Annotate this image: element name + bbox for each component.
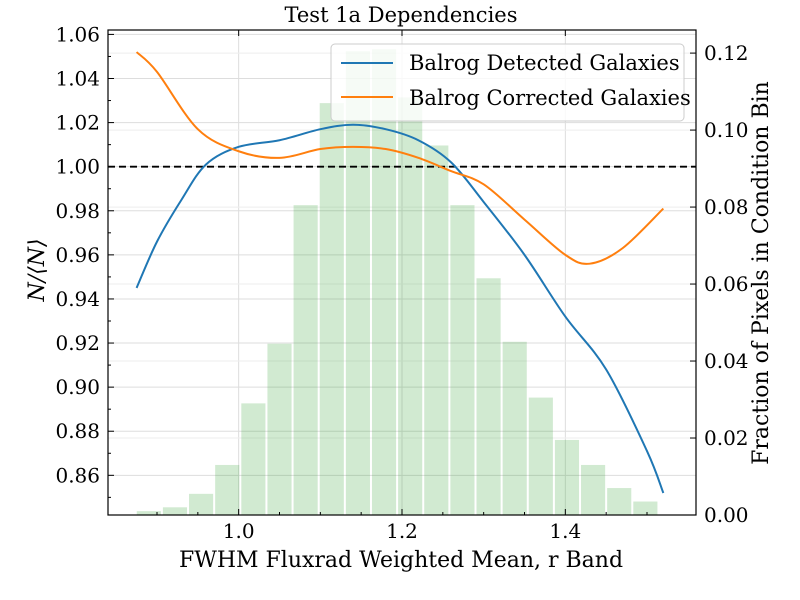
histogram-bar	[476, 278, 501, 515]
y-axis-ticks: 0.86 0.88 0.90 0.92 0.94 0.96 0.98 1.00 1.02 1.04…	[55, 22, 114, 498]
y2-tick-label: 0.06	[704, 272, 749, 296]
y-tick-label: 1.00	[55, 155, 100, 179]
y-tick-label: 0.90	[55, 375, 100, 399]
histogram-bar	[502, 341, 527, 515]
histogram-bar	[633, 501, 658, 515]
histogram-bar	[319, 103, 344, 515]
histogram-bar	[293, 205, 318, 515]
legend-label-corrected: Balrog Corrected Galaxies	[409, 86, 691, 110]
y2-axis-label: Fraction of Pixels in Condition Bin	[749, 81, 774, 465]
histogram-bar	[136, 511, 161, 515]
y-tick-label: 0.86	[55, 463, 100, 487]
y2-tick-label: 0.04	[704, 349, 749, 373]
histogram-bar	[607, 488, 632, 515]
histogram-bar	[189, 493, 214, 515]
y-tick-label: 0.96	[55, 243, 100, 267]
histogram-bar	[162, 507, 188, 515]
series-lines	[135, 51, 665, 494]
y-axis-label: N/⟨N⟩	[25, 238, 50, 302]
histogram-bar	[554, 439, 580, 515]
y2-tick-label: 0.12	[704, 41, 749, 65]
chart-title: Test 1a Dependencies	[285, 3, 518, 27]
histogram	[136, 49, 658, 516]
x-tick-label: 1.0	[223, 519, 255, 543]
histogram-bar	[215, 464, 240, 515]
y-tick-label: 0.88	[55, 419, 100, 443]
histogram-bar	[267, 343, 292, 515]
x-tick-label: 1.2	[386, 519, 418, 543]
histogram-bar	[241, 403, 266, 515]
y-tick-label: 1.02	[55, 111, 100, 135]
y-tick-label: 0.92	[55, 331, 100, 355]
y-tick-label: 1.06	[55, 22, 100, 46]
histogram-bar	[450, 205, 475, 515]
x-tick-label: 1.4	[549, 519, 581, 543]
histogram-bar	[528, 397, 553, 515]
legend: Balrog Detected Galaxies Balrog Correcte…	[330, 43, 691, 122]
x-axis-ticks: 1.0 1.2 1.4	[156, 30, 648, 543]
y-tick-label: 1.04	[55, 67, 100, 91]
series-line-1	[135, 51, 665, 265]
y2-tick-label: 0.02	[704, 426, 749, 450]
y2-tick-label: 0.08	[704, 195, 749, 219]
histogram-bar	[345, 51, 370, 516]
y2-tick-label: 0.00	[704, 503, 749, 527]
histogram-bar	[581, 464, 606, 515]
histogram-bar	[398, 97, 423, 515]
y2-axis-ticks: 0.00 0.02 0.04 0.06 0.08 0.10 0.12	[690, 41, 749, 527]
histogram-bar	[424, 145, 449, 515]
legend-box	[330, 43, 685, 122]
y-tick-label: 0.94	[55, 287, 100, 311]
series-line-0	[135, 123, 665, 494]
y2-tick-label: 0.10	[704, 118, 749, 142]
x-axis-label: FWHM Fluxrad Weighted Mean, r Band	[179, 548, 623, 573]
legend-label-detected: Balrog Detected Galaxies	[409, 51, 680, 75]
y-tick-label: 0.98	[55, 199, 100, 223]
